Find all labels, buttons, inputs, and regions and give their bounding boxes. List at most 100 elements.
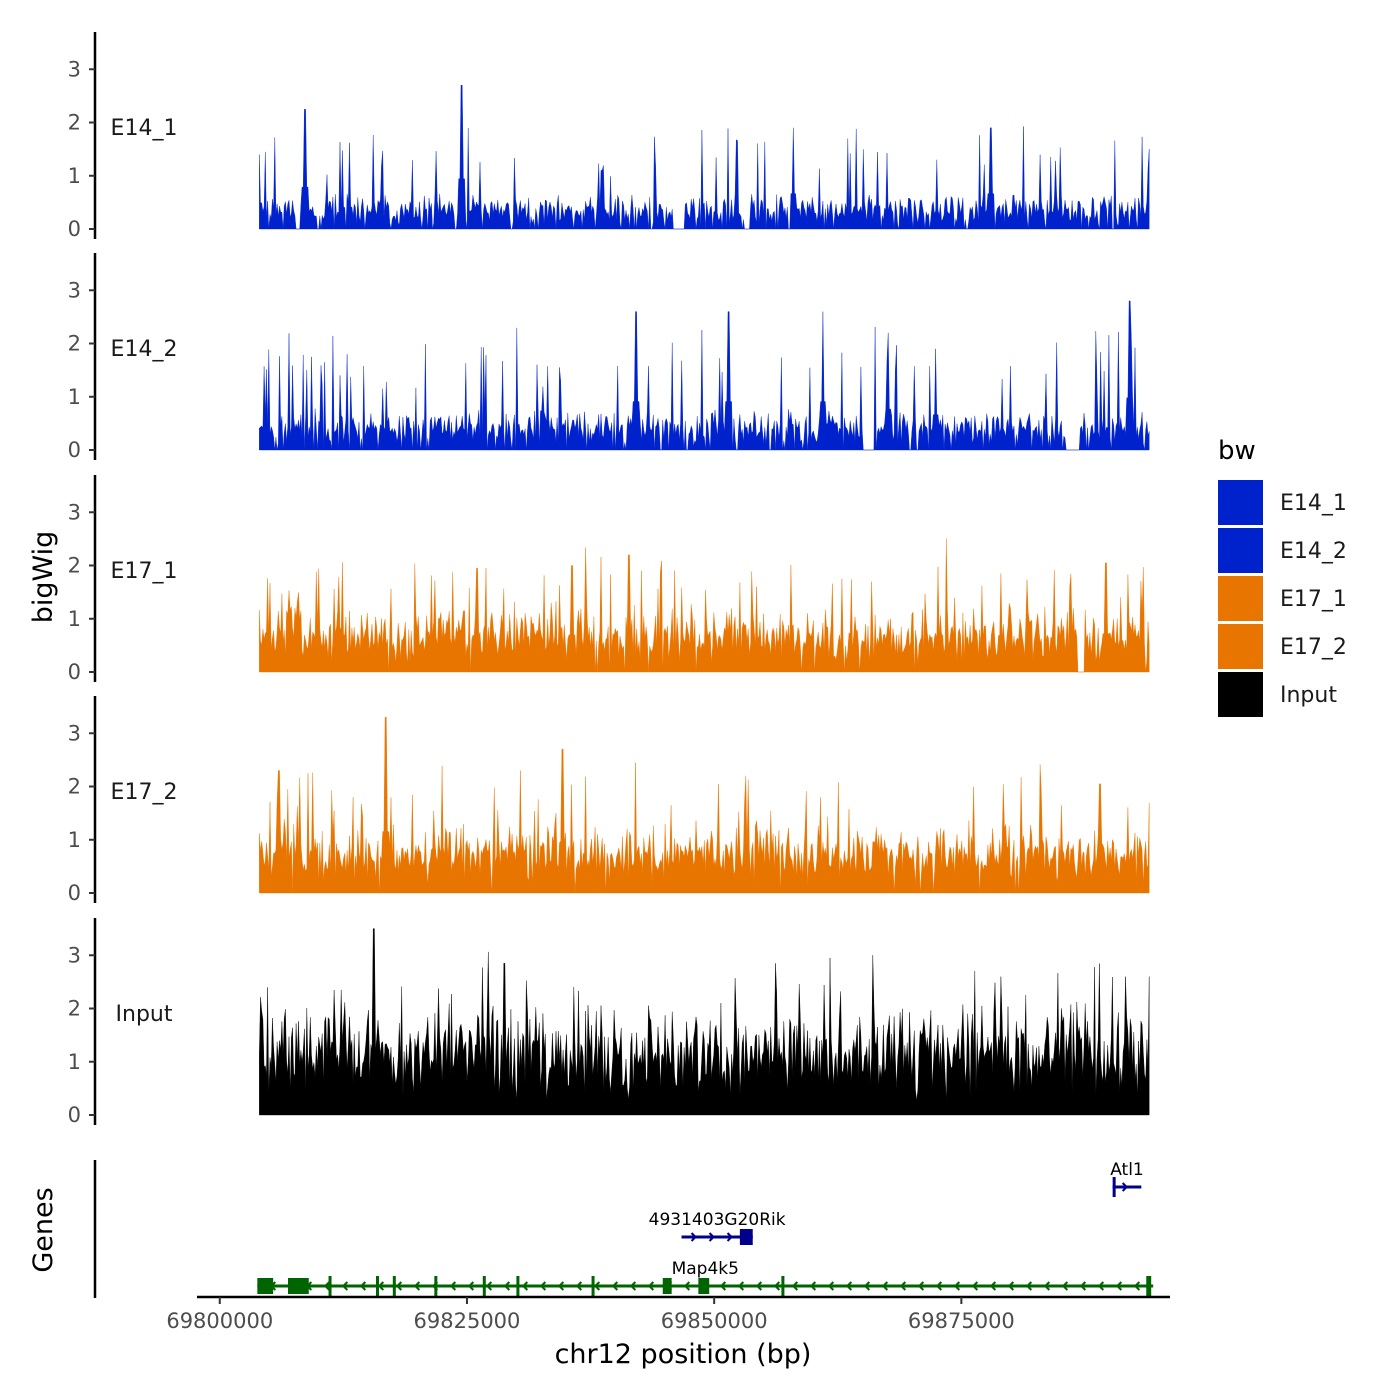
strand-arrow bbox=[323, 1281, 331, 1291]
strand-arrow bbox=[690, 1232, 697, 1242]
strand-arrow bbox=[467, 1281, 475, 1291]
strand-arrow bbox=[1115, 1281, 1123, 1291]
exon bbox=[376, 1276, 380, 1296]
strand-arrow bbox=[863, 1281, 871, 1291]
y-tick-label: 3 bbox=[68, 943, 81, 967]
strand-arrow bbox=[726, 1232, 733, 1242]
gene-label: Atl1 bbox=[1110, 1160, 1144, 1180]
strand-arrow bbox=[611, 1281, 619, 1291]
legend-entry-input: Input bbox=[1218, 672, 1337, 717]
y-tick-label: 3 bbox=[68, 57, 81, 81]
strand-arrow bbox=[989, 1281, 997, 1291]
exon bbox=[516, 1276, 520, 1296]
legend-entry-e14_2: E14_2 bbox=[1218, 528, 1347, 573]
y-tick-label: 1 bbox=[68, 828, 81, 852]
strand-arrow bbox=[791, 1281, 799, 1291]
strand-arrow bbox=[917, 1281, 925, 1291]
track-panel-e14_1: 0 1 2 3 E14_1 bbox=[68, 32, 1150, 241]
y-tick-label: 1 bbox=[68, 164, 81, 188]
exon bbox=[591, 1276, 595, 1296]
exon bbox=[288, 1278, 309, 1294]
y-tick-label: 0 bbox=[68, 1103, 81, 1127]
exon bbox=[434, 1276, 438, 1296]
strand-arrow bbox=[809, 1281, 817, 1291]
strand-arrow bbox=[773, 1281, 781, 1291]
coverage-area-e14_1 bbox=[259, 85, 1150, 230]
strand-arrow bbox=[1133, 1281, 1141, 1291]
y-tick-label: 0 bbox=[68, 660, 81, 684]
genes-axis-title: Genes bbox=[28, 1187, 59, 1272]
legend-label: E17_1 bbox=[1280, 587, 1347, 612]
y-tick-label: 3 bbox=[68, 500, 81, 524]
track-panel-input: 0 1 2 3 Input bbox=[68, 918, 1150, 1127]
y-tick-label: 3 bbox=[68, 278, 81, 302]
strand-arrow bbox=[629, 1281, 637, 1291]
strand-arrow bbox=[1079, 1281, 1087, 1291]
exon bbox=[698, 1278, 710, 1294]
x-axis: 69800000 69825000 69850000 69875000 bbox=[166, 1295, 1170, 1333]
y-tick-label: 2 bbox=[68, 997, 81, 1021]
strand-arrow bbox=[539, 1281, 547, 1291]
x-tick-label: 69800000 bbox=[166, 1309, 273, 1333]
strand-arrow bbox=[395, 1281, 403, 1291]
strand-arrow bbox=[971, 1281, 979, 1291]
track-panel-e14_2: 0 1 2 3 E14_2 bbox=[68, 253, 1150, 462]
track-label: E17_1 bbox=[111, 559, 178, 584]
strand-arrow bbox=[1007, 1281, 1015, 1291]
track-label: Input bbox=[116, 1002, 173, 1027]
y-tick-label: 3 bbox=[68, 721, 81, 745]
y-tick-label: 1 bbox=[68, 1050, 81, 1074]
strand-arrow bbox=[647, 1281, 655, 1291]
x-axis-title: chr12 position (bp) bbox=[555, 1339, 812, 1370]
legend-entry-e17_2: E17_2 bbox=[1218, 624, 1347, 669]
strand-arrow bbox=[881, 1281, 889, 1291]
strand-arrow bbox=[413, 1281, 421, 1291]
strand-arrow bbox=[755, 1281, 763, 1291]
strand-arrow bbox=[953, 1281, 961, 1291]
coverage-area-e17_2 bbox=[259, 717, 1150, 894]
x-tick-label: 69825000 bbox=[414, 1309, 521, 1333]
legend-label: E14_2 bbox=[1280, 539, 1347, 564]
legend-swatch bbox=[1218, 624, 1263, 669]
exon bbox=[1146, 1276, 1152, 1296]
coverage-tracks: 0 1 2 3 E14_1 0 1 2 3 E14_2 0 1 2 3 E17_1 0 1 2 3 E17_2 0 1 2 3… bbox=[68, 32, 1150, 1127]
strand-arrow bbox=[1121, 1182, 1129, 1192]
legend-label: Input bbox=[1280, 683, 1337, 708]
legend-entry-e14_1: E14_1 bbox=[1218, 480, 1347, 525]
y-tick-label: 2 bbox=[68, 554, 81, 578]
strand-arrow bbox=[1043, 1281, 1051, 1291]
y-tick-label: 2 bbox=[68, 332, 81, 356]
strand-arrow bbox=[377, 1281, 385, 1291]
y-tick-label: 2 bbox=[68, 775, 81, 799]
legend-swatch bbox=[1218, 528, 1263, 573]
gene-atl1: Atl1 bbox=[1110, 1160, 1144, 1197]
strand-arrow bbox=[449, 1281, 457, 1291]
strand-arrow bbox=[683, 1281, 691, 1291]
strand-arrow bbox=[1097, 1281, 1105, 1291]
strand-arrow bbox=[521, 1281, 529, 1291]
track-label: E14_1 bbox=[111, 116, 178, 141]
exon bbox=[482, 1276, 486, 1296]
strand-arrow bbox=[827, 1281, 835, 1291]
legend-swatch bbox=[1218, 672, 1263, 717]
gene-map4k5: Map4k5 bbox=[257, 1259, 1154, 1296]
x-tick-label: 69850000 bbox=[661, 1309, 768, 1333]
exon bbox=[328, 1276, 332, 1296]
exon bbox=[1112, 1177, 1116, 1197]
legend-swatch bbox=[1218, 480, 1263, 525]
strand-arrow bbox=[575, 1281, 583, 1291]
strand-arrow bbox=[557, 1281, 565, 1291]
exon bbox=[392, 1276, 396, 1296]
track-label: E17_2 bbox=[111, 780, 178, 805]
strand-arrow bbox=[503, 1281, 511, 1291]
legend-swatch bbox=[1218, 576, 1263, 621]
legend: bw E14_1 E14_2 E17_1 E17_2 Input bbox=[1218, 436, 1347, 717]
gene-4931403g20rik: 4931403G20Rik bbox=[649, 1210, 786, 1245]
track-panel-e17_1: 0 1 2 3 E17_1 bbox=[68, 475, 1150, 684]
track-label: E14_2 bbox=[111, 337, 178, 362]
legend-title: bw bbox=[1218, 436, 1256, 466]
y-tick-label: 0 bbox=[68, 438, 81, 462]
strand-arrow bbox=[359, 1281, 367, 1291]
strand-arrow bbox=[737, 1281, 745, 1291]
